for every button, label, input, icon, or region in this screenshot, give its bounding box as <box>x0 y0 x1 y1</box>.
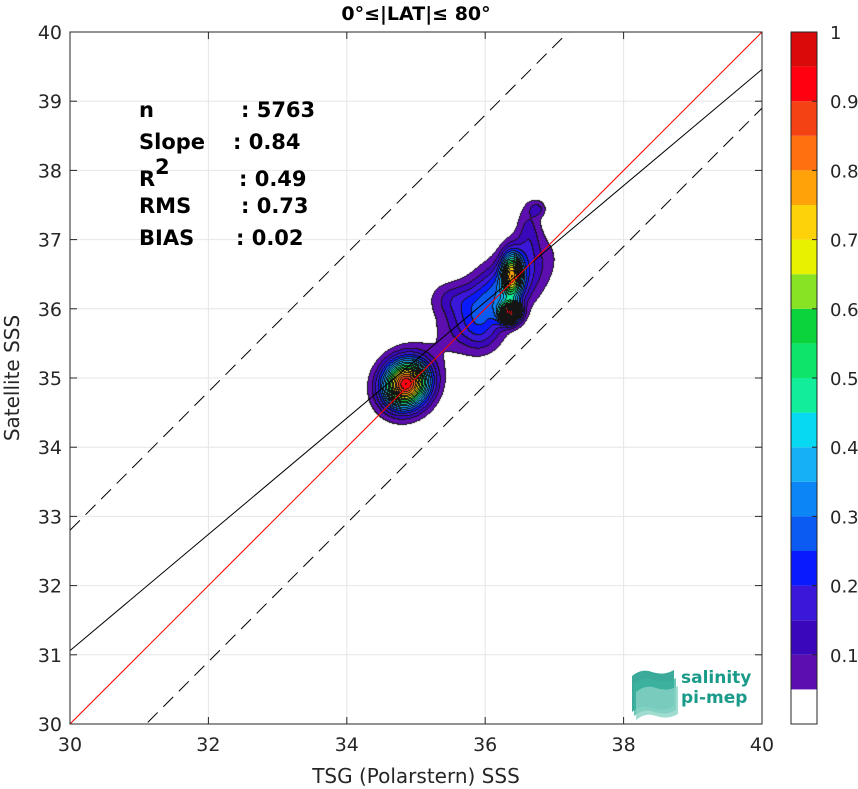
colorbar-tick-label: 0.4 <box>830 438 858 459</box>
tick-marks <box>69 31 763 725</box>
x-tick-label: 36 <box>473 734 497 756</box>
x-tick-label: 38 <box>612 734 636 756</box>
colorbar-tick-label: 1 <box>830 23 841 44</box>
statistics-block: n : 5763 Slope : 0.84 R 2 : 0.49 RMS : 0.73 BIAS:… <box>139 98 315 250</box>
stat-value: : 0.49 <box>239 167 307 191</box>
colorbar-swatch <box>791 412 817 448</box>
colorbar-swatch <box>791 66 817 102</box>
y-tick-label: 40 <box>38 22 62 44</box>
colorbar-swatch <box>791 620 817 655</box>
colorbar-swatch <box>791 308 817 344</box>
stat-label: n <box>139 98 154 122</box>
colorbar-swatch <box>791 274 817 309</box>
y-tick-label: 39 <box>38 91 62 113</box>
colorbar-swatch <box>791 481 817 517</box>
logo-line1: salinity <box>681 668 751 688</box>
stat-label: BIAS <box>139 226 194 250</box>
colorbar-tick-label: 0.3 <box>830 507 858 528</box>
colorbar-swatch <box>791 343 817 378</box>
stat-value: : 0.84 <box>233 130 301 154</box>
colorbar-swatch <box>791 689 817 724</box>
x-tick-label: 40 <box>750 734 774 756</box>
regression-line <box>70 68 762 652</box>
colorbar-swatch <box>791 32 817 67</box>
colorbar-swatch <box>791 551 817 586</box>
x-tick-labels: 30 32 34 36 38 40 <box>58 734 774 756</box>
logo-waves-icon <box>632 670 678 720</box>
y-tick-label: 38 <box>38 160 62 182</box>
x-tick-label: 30 <box>58 734 82 756</box>
rms-lower-dashed-line <box>145 107 762 724</box>
identity-line <box>70 32 762 724</box>
colorbar-tick-label: 0.8 <box>830 161 858 182</box>
chart-title: 0°≤|LAT|≤ 80° <box>341 3 490 25</box>
colorbar-swatch <box>791 239 817 275</box>
y-tick-label: 32 <box>38 576 62 598</box>
stat-label: RMS <box>139 194 191 218</box>
y-tick-label: 33 <box>38 506 62 528</box>
colorbar-tick-label: 0.2 <box>830 577 858 598</box>
colorbar-swatch <box>791 135 817 171</box>
stat-label: Slope <box>139 130 205 154</box>
stat-value: : 5763 <box>241 98 315 122</box>
colorbar-swatch <box>791 654 817 690</box>
colorbar-tick-label: 0.5 <box>830 369 858 390</box>
salinity-pi-mep-logo: salinity pi-mep <box>632 668 751 720</box>
colorbar-tick-label: 0.7 <box>830 231 858 252</box>
y-tick-label: 35 <box>38 368 62 390</box>
y-tick-label: 31 <box>38 645 62 667</box>
logo-line2: pi-mep <box>681 688 747 708</box>
y-tick-labels: 30 31 32 33 34 35 36 37 38 39 40 <box>38 22 62 736</box>
stat-superscript: 2 <box>155 155 170 179</box>
stat-value: : 0.73 <box>241 194 309 218</box>
y-tick-label: 34 <box>38 437 62 459</box>
colorbar: 0.1 0.2 0.3 0.4 0.5 0.6 0.7 0.8 0.9 1 <box>790 23 858 725</box>
y-tick-label: 30 <box>38 714 62 736</box>
stat-value: : 0.02 <box>236 226 304 250</box>
x-tick-label: 32 <box>196 734 220 756</box>
rms-upper-dashed-line <box>70 32 569 531</box>
reference-lines <box>70 32 762 724</box>
x-axis-label: TSG (Polarstern) SSS <box>311 764 520 788</box>
colorbar-swatch <box>791 516 817 551</box>
colorbar-tick-label: 0.9 <box>830 92 858 113</box>
colorbar-tick-label: 0.6 <box>830 300 858 321</box>
colorbar-swatch <box>791 205 817 240</box>
y-axis-label: Satellite SSS <box>0 315 24 441</box>
colorbar-swatch <box>791 170 817 205</box>
y-tick-label: 37 <box>38 230 62 252</box>
colorbar-swatch <box>791 378 817 413</box>
stat-label: R <box>139 167 155 191</box>
colorbar-swatch <box>791 447 817 482</box>
y-tick-label: 36 <box>38 299 62 321</box>
colorbar-swatch <box>791 585 817 621</box>
colorbar-swatch <box>791 101 817 136</box>
colorbar-tick-label: 0.1 <box>830 646 858 667</box>
x-tick-label: 34 <box>335 734 359 756</box>
